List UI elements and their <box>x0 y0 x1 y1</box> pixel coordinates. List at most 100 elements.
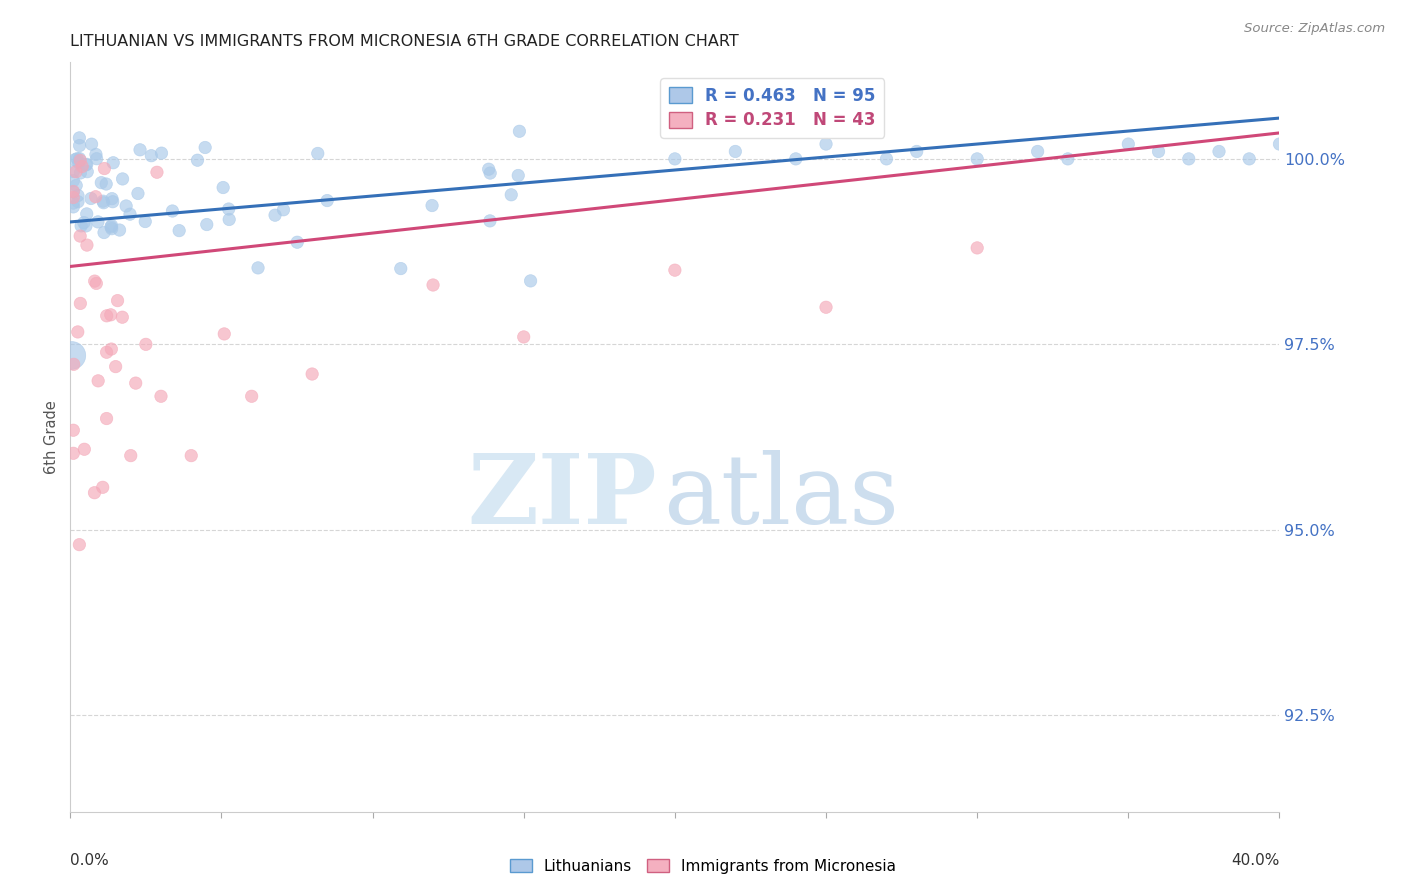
Text: ZIP: ZIP <box>467 450 657 544</box>
Point <box>1268 136 1291 151</box>
Point <box>100 221 122 235</box>
Point <box>167 224 190 238</box>
Point <box>815 136 838 151</box>
Point <box>96 177 118 191</box>
Point <box>141 149 163 163</box>
Point <box>93 195 115 210</box>
Point <box>69 296 91 310</box>
Y-axis label: 6th Grade: 6th Grade <box>44 401 59 474</box>
Point <box>62 196 84 211</box>
Point <box>93 161 115 176</box>
Point <box>96 309 118 323</box>
Point <box>87 374 110 388</box>
Point <box>91 480 114 494</box>
Point <box>63 153 86 167</box>
Point <box>1239 152 1261 166</box>
Point <box>66 325 89 339</box>
Point <box>75 219 97 233</box>
Point <box>422 278 444 293</box>
Point <box>120 449 142 463</box>
Point <box>75 158 97 172</box>
Point <box>135 337 157 351</box>
Point <box>103 155 125 169</box>
Point <box>195 218 218 232</box>
Point <box>83 274 105 288</box>
Point <box>247 260 270 275</box>
Point <box>62 174 84 188</box>
Point <box>69 152 91 166</box>
Text: 40.0%: 40.0% <box>1232 853 1279 868</box>
Point <box>875 152 898 166</box>
Point <box>150 146 173 161</box>
Point <box>62 190 84 204</box>
Point <box>100 219 122 233</box>
Point <box>87 215 110 229</box>
Point <box>150 389 173 403</box>
Point <box>1178 152 1201 166</box>
Point <box>1118 136 1140 151</box>
Point <box>91 194 114 209</box>
Legend: Lithuanians, Immigrants from Micronesia: Lithuanians, Immigrants from Micronesia <box>503 853 903 880</box>
Point <box>96 411 118 425</box>
Point <box>240 389 263 403</box>
Point <box>1026 145 1049 159</box>
Point <box>218 202 240 216</box>
Point <box>501 187 523 202</box>
Point <box>62 357 84 371</box>
Point <box>67 538 90 552</box>
Point <box>111 172 134 186</box>
Point <box>479 166 502 180</box>
Point <box>62 446 84 460</box>
Point <box>664 152 686 166</box>
Point <box>76 238 98 252</box>
Point <box>478 162 501 177</box>
Point <box>285 235 308 250</box>
Point <box>80 137 103 152</box>
Point <box>69 138 91 153</box>
Point <box>724 145 747 159</box>
Point <box>62 185 84 199</box>
Point <box>76 157 98 171</box>
Point <box>65 165 87 179</box>
Point <box>66 188 89 202</box>
Point <box>96 345 118 359</box>
Point <box>420 198 443 212</box>
Point <box>84 147 107 161</box>
Point <box>664 263 686 277</box>
Point <box>508 124 530 138</box>
Point <box>1147 145 1170 159</box>
Point <box>129 143 152 157</box>
Point <box>65 178 87 193</box>
Point <box>73 216 96 230</box>
Point <box>62 200 84 214</box>
Point <box>1057 152 1080 166</box>
Point <box>100 219 122 234</box>
Point <box>785 152 807 166</box>
Point <box>84 190 107 204</box>
Point <box>108 223 131 237</box>
Point <box>62 164 84 178</box>
Point <box>218 212 240 227</box>
Point <box>301 367 323 381</box>
Point <box>60 349 83 363</box>
Text: Source: ZipAtlas.com: Source: ZipAtlas.com <box>1244 22 1385 36</box>
Point <box>815 300 838 314</box>
Point <box>273 202 295 217</box>
Point <box>180 449 202 463</box>
Point <box>100 342 122 356</box>
Point <box>316 194 339 208</box>
Point <box>76 164 98 178</box>
Text: 0.0%: 0.0% <box>70 853 110 868</box>
Legend: R = 0.463   N = 95, R = 0.231   N = 43: R = 0.463 N = 95, R = 0.231 N = 43 <box>661 78 884 137</box>
Point <box>478 214 501 228</box>
Text: LITHUANIAN VS IMMIGRANTS FROM MICRONESIA 6TH GRADE CORRELATION CHART: LITHUANIAN VS IMMIGRANTS FROM MICRONESIA… <box>70 34 740 49</box>
Point <box>1208 145 1230 159</box>
Point <box>69 166 91 180</box>
Point <box>307 146 329 161</box>
Point <box>186 153 208 168</box>
Point <box>104 359 127 374</box>
Point <box>111 310 134 325</box>
Point <box>62 423 84 437</box>
Point <box>115 199 138 213</box>
Point <box>62 185 84 199</box>
